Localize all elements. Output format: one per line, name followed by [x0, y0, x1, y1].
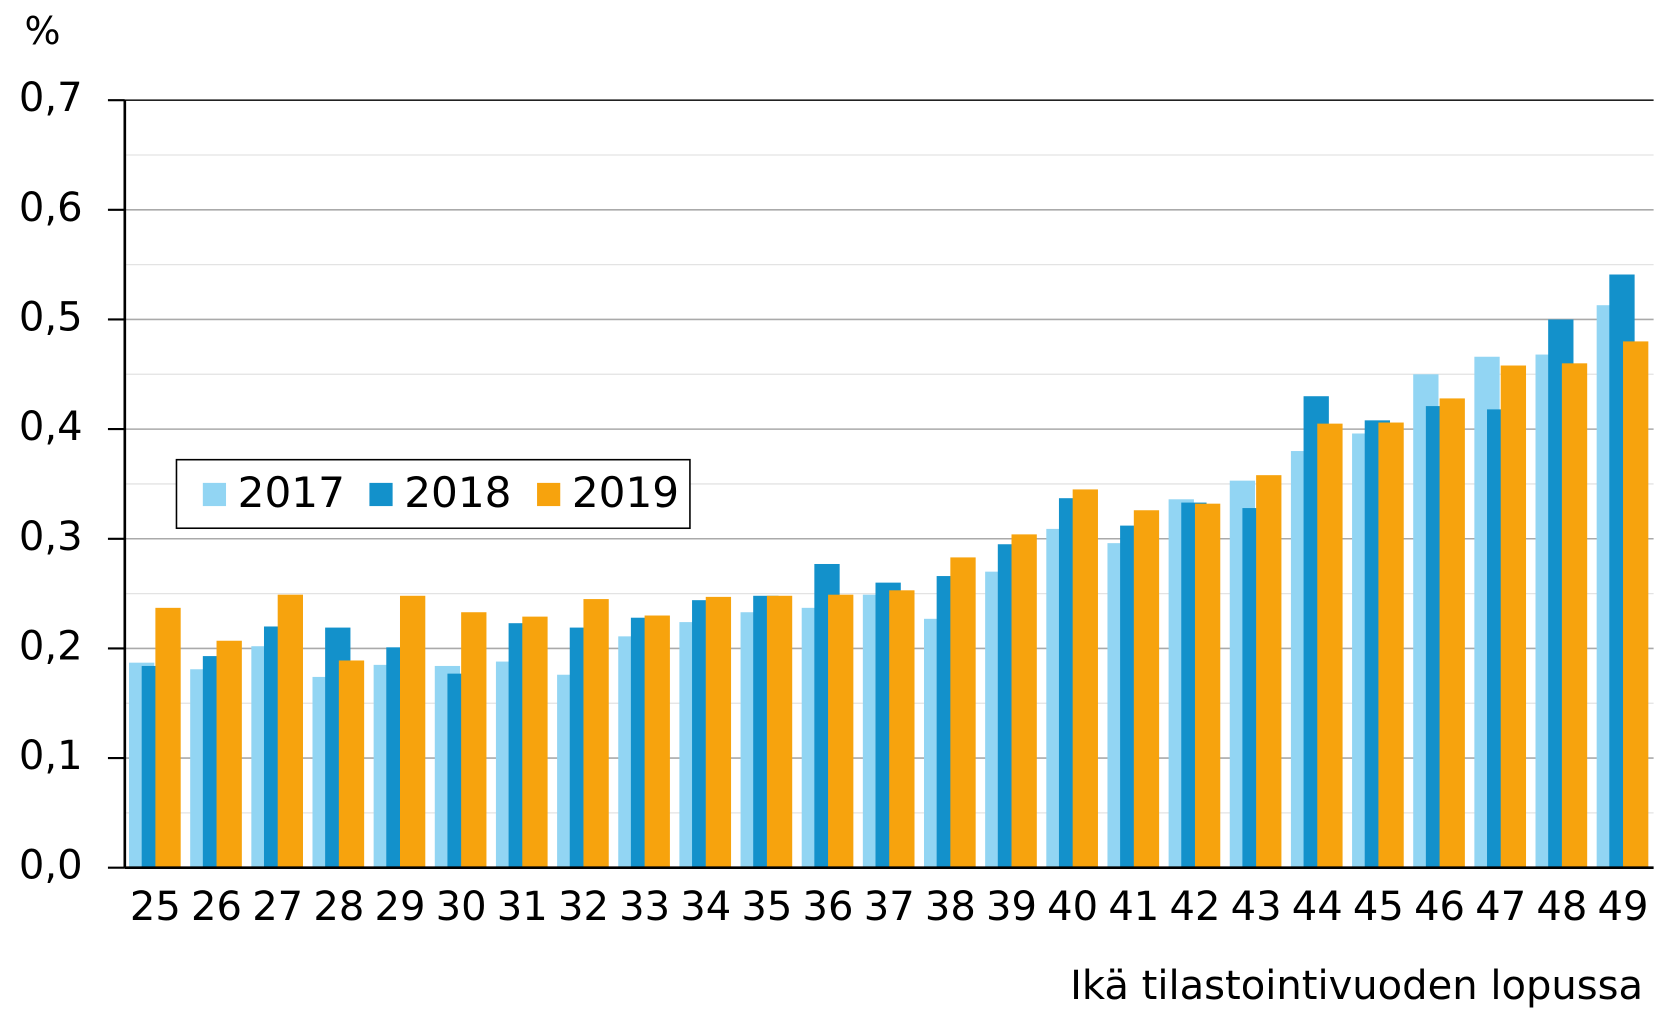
x-tick-label: 31 [497, 884, 548, 930]
x-tick-label: 49 [1598, 884, 1649, 930]
x-tick-label: 29 [375, 884, 426, 930]
bar [644, 615, 670, 868]
bar [399, 595, 426, 868]
x-tick-label: 25 [130, 884, 181, 930]
x-tick-label: 44 [1292, 884, 1343, 930]
x-tick-label: 35 [741, 884, 792, 930]
x-tick-label: 28 [313, 884, 364, 930]
x-tick-label: 26 [191, 884, 242, 930]
legend-label: 2018 [404, 468, 511, 517]
bar [705, 596, 732, 868]
y-tick-label: 0,3 [19, 514, 83, 560]
x-tick-label: 42 [1169, 884, 1220, 930]
legend-swatch [202, 482, 227, 507]
bar [1256, 475, 1282, 868]
bar [1072, 489, 1098, 868]
x-tick-label: 34 [680, 884, 731, 930]
bar [828, 594, 854, 868]
legend-box [175, 458, 691, 530]
bar [1561, 363, 1588, 868]
y-tick-label: 0,2 [19, 623, 83, 669]
x-tick-label: 46 [1414, 884, 1465, 930]
bar [155, 607, 181, 868]
x-tick-label: 41 [1108, 884, 1159, 930]
x-tick-label: 38 [925, 884, 976, 930]
x-tick-label: 37 [864, 884, 915, 930]
bar [1623, 341, 1649, 868]
y-tick-label: 0,0 [19, 843, 83, 889]
x-tick-label: 27 [252, 884, 303, 930]
bar [1194, 503, 1221, 868]
bar [1439, 398, 1465, 868]
x-tick-label: 33 [619, 884, 670, 930]
y-tick-label: 0,6 [19, 185, 83, 231]
legend-swatch [369, 482, 393, 507]
x-axis-label: Ikä tilastointivuoden lopussa [1070, 963, 1643, 1009]
x-tick-label: 36 [803, 884, 854, 930]
legend-swatch [537, 482, 561, 507]
bar [889, 590, 915, 868]
x-tick-label: 45 [1353, 884, 1404, 930]
legend-label: 2019 [572, 468, 679, 517]
bar [1500, 365, 1527, 868]
x-tick-label: 39 [986, 884, 1037, 930]
y-tick-label: 0,7 [19, 75, 83, 121]
bar [461, 612, 487, 868]
bar [950, 557, 976, 868]
bar [277, 594, 303, 868]
x-tick-label: 43 [1231, 884, 1282, 930]
x-tick-label: 30 [436, 884, 487, 930]
bar [1317, 423, 1343, 868]
bar [338, 660, 365, 868]
y-tick-label: 0,4 [19, 404, 83, 450]
bar [522, 616, 548, 868]
x-tick-label: 32 [558, 884, 609, 930]
y-tick-label: 0,5 [19, 294, 83, 340]
y-tick-label: 0,1 [19, 733, 83, 779]
x-tick-label: 48 [1536, 884, 1587, 930]
y-unit-label: % [25, 9, 61, 53]
x-tick-label: 47 [1475, 884, 1526, 930]
legend-label: 2017 [238, 468, 345, 517]
bar [766, 595, 793, 868]
bar [1011, 534, 1037, 868]
x-tick-label: 40 [1047, 884, 1098, 930]
bar [583, 599, 609, 868]
bar [1378, 422, 1404, 868]
bar [216, 640, 242, 868]
bar [1133, 510, 1160, 868]
